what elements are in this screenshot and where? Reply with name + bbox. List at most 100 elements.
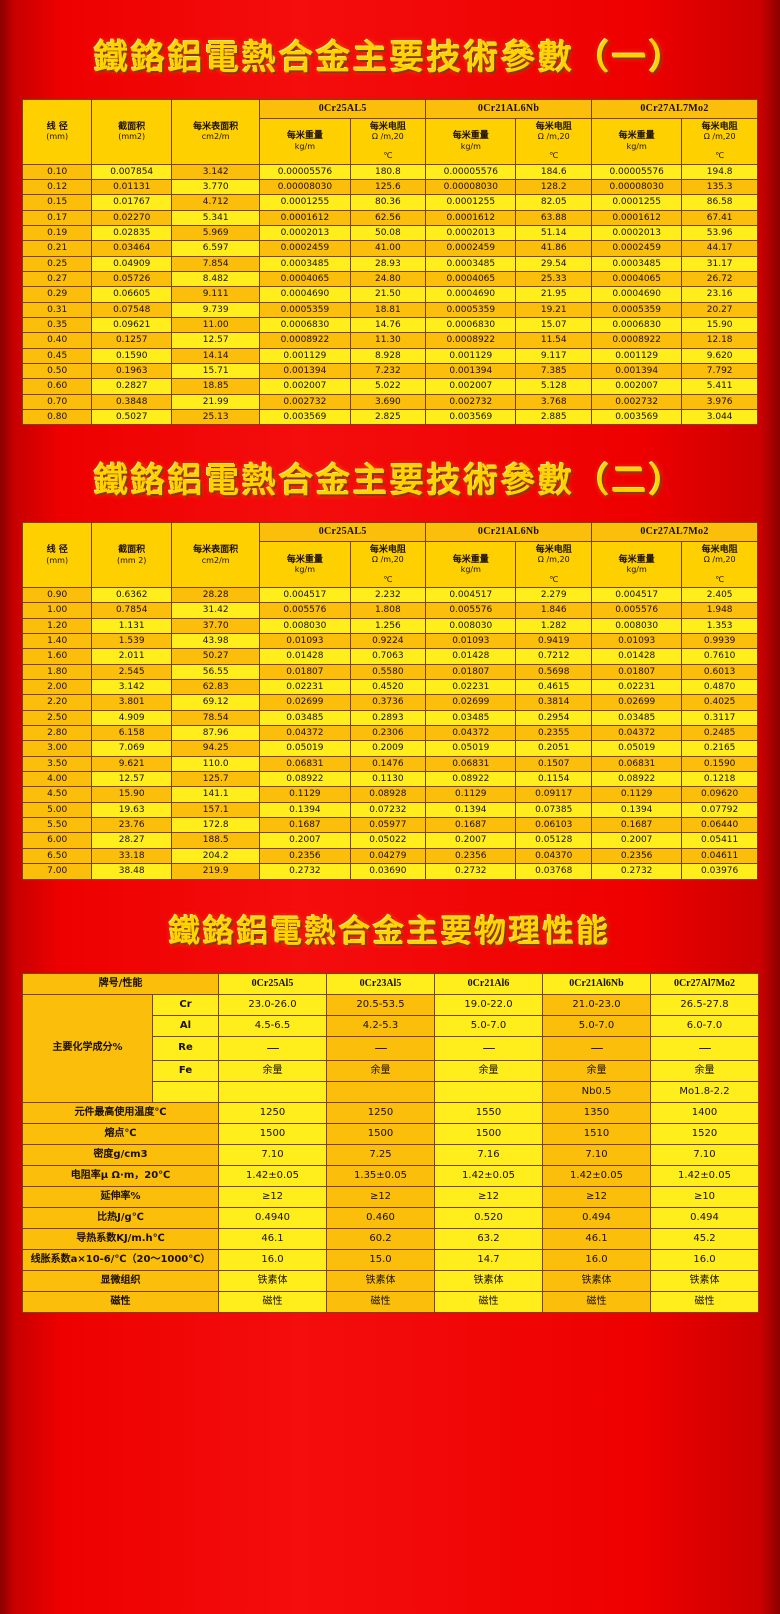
- props-chem-value: 4.2-5.3: [326, 1014, 435, 1037]
- header-weight-2: 每米重量 kg/m: [591, 117, 683, 165]
- props-value: 1500: [218, 1123, 327, 1146]
- table-cell: 5.022: [349, 378, 427, 395]
- page-title-2: 鐵鉻鋁電熱合金主要技術參數（二）: [94, 461, 686, 502]
- table-cell: 0.04372: [259, 725, 351, 742]
- table-cell: 184.6: [515, 163, 593, 180]
- table-cell: 0.07548: [91, 301, 173, 319]
- table-cell: 14.14: [171, 347, 261, 365]
- table-cell: 204.2: [171, 847, 261, 865]
- props-row: 熔点℃ 1500 1500 1500 1510 1520: [22, 1123, 759, 1146]
- props-value: 60.2: [326, 1228, 435, 1251]
- table-cell: 0.0006830: [591, 316, 683, 334]
- table-header: 线 径 (mm) 截面积 (mm2) 每米表面积 cm2/m 0Cr25AL5 …: [21, 99, 758, 165]
- table-cell: 21.99: [171, 393, 261, 411]
- table-cell: 25.13: [171, 409, 261, 426]
- table-cell: 0.2954: [515, 709, 593, 727]
- table-cell: 0.001394: [259, 363, 351, 380]
- table-cell: 0.4520: [349, 679, 427, 696]
- props-value: ≥12: [434, 1186, 543, 1209]
- page-title-1: 鐵鉻鋁電熱合金主要技術參數（一）: [94, 38, 686, 78]
- table-cell: 63.88: [515, 209, 593, 226]
- table-cell: 5.128: [515, 378, 593, 395]
- table-cell: 0.0001255: [259, 194, 351, 211]
- table-cell: 0.2355: [515, 725, 593, 742]
- table-cell: 4.50: [21, 786, 93, 803]
- table-row: 0.12 0.01131 3.770 0.00008030 125.6 0.0000803…: [21, 178, 758, 196]
- table-cell: 0.004517: [425, 586, 517, 604]
- props-chem-group-label: 主要化学成分%: [22, 993, 153, 1104]
- table-cell: 1.539: [91, 632, 173, 650]
- table-cell: 125.7: [171, 771, 261, 788]
- table-cell: 141.1: [171, 786, 261, 803]
- table-row: 1.20 1.131 37.70 0.008030 1.256 0.008030 1.282…: [21, 617, 758, 635]
- table-cell: 128.2: [515, 178, 593, 196]
- table-cell: 19.21: [515, 301, 593, 319]
- table-cell: 0.07232: [349, 801, 427, 819]
- table-cell: 125.6: [349, 178, 427, 196]
- table-cell: 0.90: [21, 586, 93, 604]
- table-cell: 28.27: [91, 832, 173, 849]
- header-alloy-0: 0Cr25AL5: [259, 99, 427, 119]
- table-cell: 20.27: [681, 301, 758, 319]
- table-cell: 0.01131: [91, 178, 173, 196]
- table-cell: 0.003569: [425, 409, 517, 426]
- table-cell: 0.04372: [425, 725, 517, 742]
- table-cell: 7.792: [681, 363, 758, 380]
- table-cell: 0.2009: [349, 740, 427, 757]
- table-cell: 0.2732: [425, 863, 517, 880]
- table-cell: 6.158: [91, 725, 173, 742]
- table-cell: 1.282: [515, 617, 593, 635]
- props-chem-value: 21.0-23.0: [542, 993, 651, 1016]
- table-cell: 0.0002013: [591, 224, 683, 242]
- props-alloy-header-0: 0Cr25Al5: [218, 972, 327, 995]
- table-cell: 0.25: [21, 255, 93, 272]
- table-cell: 31.17: [681, 255, 758, 272]
- table-cell: 0.0001612: [425, 209, 517, 226]
- props-corner-label: 牌号/性能: [22, 972, 219, 995]
- table-cell: 0.1129: [259, 786, 351, 803]
- table-cell: 0.27: [21, 270, 93, 288]
- table-cell: 0.04370: [515, 847, 593, 865]
- table-row: 0.10 0.007854 3.142 0.00005576 180.8 0.000055…: [21, 163, 758, 180]
- table-cell: 7.232: [349, 363, 427, 380]
- table-cell: 0.1476: [349, 755, 427, 773]
- header-cross-section-label: 截面积: [118, 122, 146, 133]
- table-cell: 0.0001255: [591, 194, 683, 211]
- props-row: 磁性 磁性 磁性 磁性 磁性 磁性: [22, 1291, 759, 1314]
- table-cell: 80.36: [349, 194, 427, 211]
- table-cell: 2.011: [91, 648, 173, 665]
- table-header: 线 径 (mm) 截面积 (mm 2) 每米表面积 cm2/m 0Cr25AL5…: [21, 522, 758, 588]
- table-cell: 6.597: [171, 240, 261, 257]
- table-cell: 110.0: [171, 755, 261, 773]
- table-cell: 0.00005576: [591, 163, 683, 180]
- table-cell: 0.04279: [349, 847, 427, 865]
- table-cell: 0.0001612: [591, 209, 683, 226]
- table-cell: 0.2356: [259, 847, 351, 865]
- table-cell: 0.0003485: [591, 255, 683, 272]
- table-cell: 0.03485: [259, 709, 351, 727]
- props-value: 1350: [542, 1102, 651, 1125]
- table-cell: 26.72: [681, 270, 758, 288]
- table-cell: 0.05019: [425, 740, 517, 757]
- table-cell: 0.2356: [591, 847, 683, 865]
- props-value: 63.2: [434, 1228, 543, 1251]
- table-cell: 24.80: [349, 270, 427, 288]
- props-chem-value: 余量: [650, 1060, 759, 1083]
- table-cell: 9.739: [171, 301, 261, 319]
- header-row-alloys: 线 径 (mm) 截面积 (mm2) 每米表面积 cm2/m 0Cr25AL5 …: [21, 99, 758, 165]
- table-cell: 0.003569: [591, 409, 683, 426]
- table-cell: 23.16: [681, 286, 758, 303]
- header-cross-section-unit: (mm2): [118, 132, 146, 142]
- table-cell: 0.00008030: [591, 178, 683, 196]
- page-title-3: 鐵鉻鋁電熱合金主要物理性能: [169, 913, 611, 950]
- table-cell: 0.0004690: [425, 286, 517, 303]
- header-wire-diameter: 线 径 (mm): [21, 99, 93, 165]
- table-cell: 2.545: [91, 663, 173, 681]
- props-chem-value: 5.0-7.0: [434, 1014, 543, 1037]
- props-row: 显微组织 铁素体 铁素体 铁素体 铁素体 铁素体: [22, 1270, 759, 1293]
- header-resistance-2: 每米电阻 Ω /m,20 ℃: [681, 117, 758, 165]
- header-alloy-2: 0Cr27AL7Mo2: [591, 99, 758, 119]
- table-cell: 9.111: [171, 286, 261, 303]
- table-row: 0.70 0.3848 21.99 0.002732 3.690 0.002732 3.76…: [21, 393, 758, 411]
- table-row: 0.35 0.09621 11.00 0.0006830 14.76 0.0006830 1…: [21, 316, 758, 334]
